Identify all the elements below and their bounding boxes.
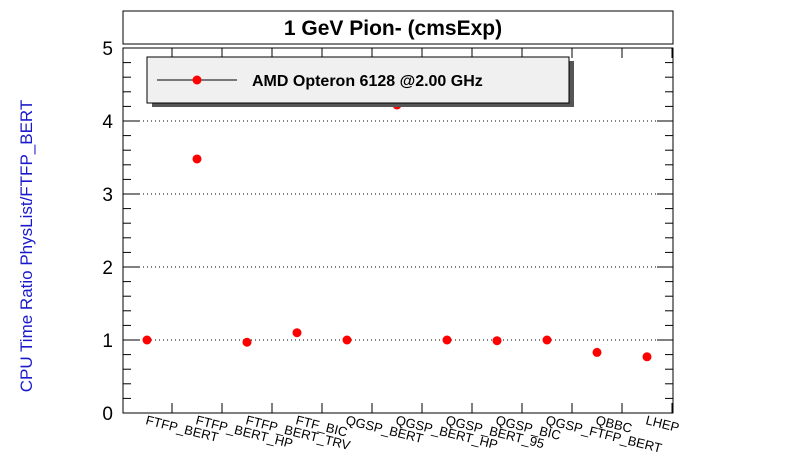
y-tick-label: 3 [102,185,113,206]
x-category-label: LHEP [644,412,681,435]
data-point [342,335,352,345]
data-points [142,100,652,362]
data-point [292,328,302,338]
data-point [142,335,152,345]
y-axis-label: CPU Time Ratio PhysList/FTFP_BERT [17,100,36,393]
data-point [592,347,602,357]
data-point [642,352,652,362]
data-point [492,336,502,346]
chart-title: 1 GeV Pion- (cmsExp) [284,17,502,40]
chart-title-box: 1 GeV Pion- (cmsExp) [122,10,674,45]
legend: AMD Opteron 6128 @2.00 GHz [146,56,574,107]
y-tick-label: 0 [102,404,113,425]
data-point [442,335,452,345]
data-point [192,154,202,164]
data-point [242,337,252,347]
legend-entry-label: AMD Opteron 6128 @2.00 GHz [252,73,483,90]
y-tick-label: 1 [102,331,113,352]
legend-point-marker [192,75,202,85]
data-point [542,335,552,345]
y-tick-label: 5 [102,39,113,60]
y-tick-label: 4 [102,112,113,133]
y-tick-label: 2 [102,258,113,279]
